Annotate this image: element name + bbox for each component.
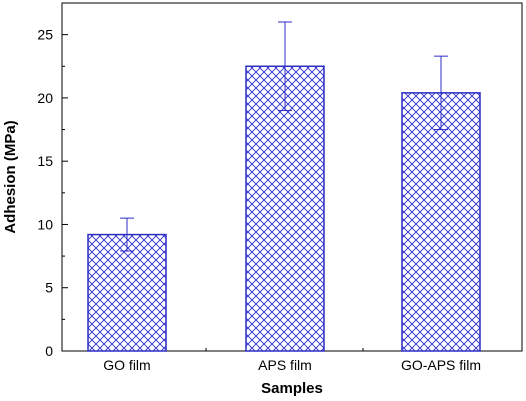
x-tick-label: APS film <box>258 357 312 373</box>
bars <box>87 65 481 352</box>
x-tick-label: GO-APS film <box>401 357 481 373</box>
y-tick-label: 0 <box>45 343 53 359</box>
y-tick-label: 10 <box>37 216 53 232</box>
error-bars <box>120 21 448 252</box>
x-tick-label: GO film <box>103 357 150 373</box>
plot-area: 0 5 10 15 20 25 GO film APS film GO-APS film <box>37 2 523 373</box>
y-axis-title: Adhesion (MPa) <box>2 120 19 233</box>
y-tick-label: 5 <box>45 280 53 296</box>
x-axis-title: Samples <box>261 380 323 397</box>
y-tick-label: 15 <box>37 153 53 169</box>
y-tick-label: 25 <box>37 27 53 43</box>
y-tick-label: 20 <box>37 90 53 106</box>
y-axis-ticks: 0 5 10 15 20 25 <box>37 27 68 359</box>
bar <box>87 233 167 352</box>
bar <box>401 92 481 352</box>
